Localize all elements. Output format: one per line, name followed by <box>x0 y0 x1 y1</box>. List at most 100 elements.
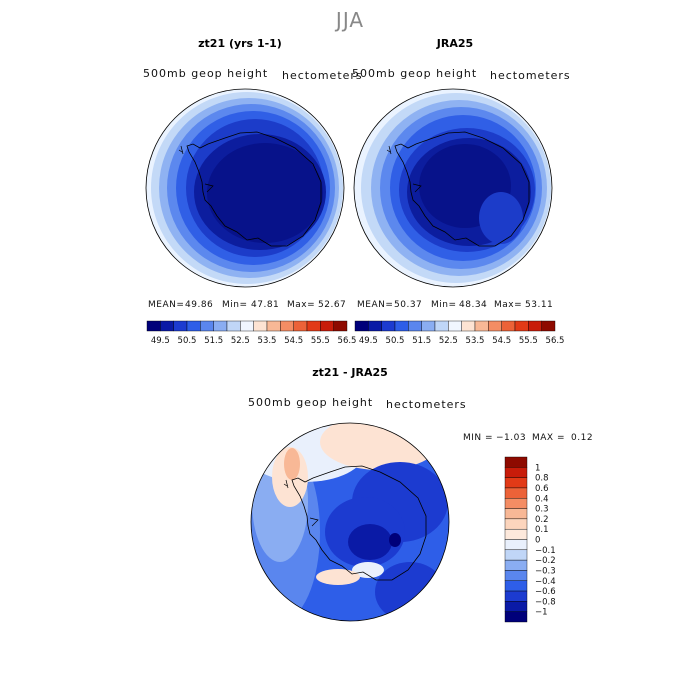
diff-min-label: MIN = <box>463 433 494 443</box>
obs-mean-label: MEAN= <box>357 300 394 310</box>
model-colorbar-swatch <box>253 320 268 332</box>
model-colorbar-swatch <box>186 320 201 332</box>
diff-contour-band <box>320 423 440 470</box>
diff-colorbar-tick: −0.2 <box>535 556 556 566</box>
obs-colorbar-swatch <box>488 320 502 332</box>
obs-colorbar-swatch <box>514 320 529 332</box>
obs-antarctica-coastline <box>394 131 530 247</box>
model-colorbar-swatch <box>333 320 348 332</box>
model-colorbar-swatch <box>173 320 188 332</box>
diff-contour-band <box>348 524 392 560</box>
diff-contour-band <box>352 562 384 578</box>
obs-colorbar-tick: 49.5 <box>359 336 378 346</box>
model-colorbar-swatch <box>160 320 174 332</box>
model-colorbar-tick: 55.5 <box>311 336 330 346</box>
diff-colorbar-swatch <box>504 539 528 551</box>
obs-colorbar-tick: 50.5 <box>386 336 405 346</box>
obs-units-label: hectometers <box>490 69 571 82</box>
obs-mean-value: 50.37 <box>394 300 423 310</box>
diff-colorbar-swatch <box>504 611 528 623</box>
model-colorbar-swatch <box>266 320 281 332</box>
model-field-label: 500mb geop height <box>143 67 269 80</box>
model-colorbar-tick: 51.5 <box>204 336 223 346</box>
diff-colorbar-swatch <box>504 498 528 509</box>
obs-colorbar-swatch <box>354 320 369 332</box>
obs-max-value: 53.11 <box>525 300 554 310</box>
obs-map-border <box>353 88 553 288</box>
diff-colorbar: 10.80.60.40.30.20.10−0.1−0.2−0.3−0.4−0.6… <box>504 456 556 623</box>
obs-colorbar-tick: 56.5 <box>546 336 565 346</box>
diff-colorbar-tick: 0.2 <box>535 515 549 525</box>
obs-field-label: 500mb geop height <box>352 67 478 80</box>
model-colorbar-swatch <box>240 320 254 332</box>
obs-colorbar-swatch <box>461 320 476 332</box>
diff-colorbar-tick: −0.8 <box>535 597 556 607</box>
obs-colorbar-swatch <box>394 320 409 332</box>
obs-colorbar-swatch <box>528 320 542 332</box>
obs-colorbar-swatch <box>421 320 436 332</box>
diff-colorbar-swatch <box>504 601 528 612</box>
diff-colorbar-swatch <box>504 456 528 468</box>
diff-colorbar-tick: −0.1 <box>535 546 556 556</box>
diff-min-value: −1.03 <box>496 433 527 443</box>
obs-min-label: Min= <box>431 300 457 310</box>
obs-max-label: Max= <box>494 300 523 310</box>
model-coastline-detail <box>178 145 214 193</box>
model-colorbar-swatch <box>306 320 321 332</box>
obs-colorbar-tick: 55.5 <box>519 336 538 346</box>
diff-field-label: 500mb geop height <box>248 396 374 409</box>
diff-colorbar-tick: −1 <box>535 608 548 618</box>
model-colorbar: 49.5 50.5 51.5 52.5 53.5 54.5 55.5 56.5 <box>146 320 356 346</box>
obs-min-value: 48.34 <box>459 300 488 310</box>
diff-max-label: MAX = <box>532 433 565 443</box>
model-units-label: hectometers <box>282 69 363 82</box>
diff-colorbar-swatch <box>504 487 528 499</box>
diff-colorbar-tick: −0.6 <box>535 587 556 597</box>
diff-contour-band <box>389 533 401 547</box>
model-colorbar-swatch <box>146 320 161 332</box>
model-colorbar-swatch <box>280 320 294 332</box>
obs-colorbar-swatch <box>368 320 382 332</box>
diff-colorbar-swatch <box>504 549 528 561</box>
diff-polar-map <box>250 422 450 622</box>
figure-title: JJA <box>335 8 365 32</box>
diff-colorbar-tick: −0.4 <box>535 577 556 587</box>
model-colorbar-swatch <box>226 320 241 332</box>
model-panel-title: zt21 (yrs 1-1) <box>198 37 282 50</box>
diff-colorbar-swatch <box>504 477 528 489</box>
diff-contour-band <box>375 562 445 621</box>
model-mean-label: MEAN= <box>148 300 185 310</box>
model-colorbar-swatch <box>293 320 308 332</box>
diff-colorbar-tick: 0.1 <box>535 525 549 535</box>
model-max-label: Max= <box>287 300 316 310</box>
diff-colorbar-tick: 0.3 <box>535 505 549 515</box>
diff-colorbar-tick: −0.3 <box>535 566 556 576</box>
diff-colorbar-tick: 0.4 <box>535 494 549 504</box>
model-colorbar-tick: 49.5 <box>151 336 170 346</box>
obs-polar-map <box>353 88 553 288</box>
diff-contour-band <box>316 569 360 585</box>
diff-map-border <box>250 422 450 622</box>
diff-colorbar-tick: 1 <box>535 463 540 473</box>
diff-coastline-detail <box>283 479 319 527</box>
model-colorbar-swatch <box>320 320 334 332</box>
obs-colorbar-tick: 54.5 <box>492 336 511 346</box>
obs-colorbar-tick: 52.5 <box>439 336 458 346</box>
obs-colorbar-tick: 51.5 <box>412 336 431 346</box>
diff-max-value: 0.12 <box>571 433 594 443</box>
diff-panel-title: zt21 - JRA25 <box>312 366 388 379</box>
obs-coastline-detail <box>386 145 422 193</box>
obs-colorbar: 49.5 50.5 51.5 52.5 53.5 54.5 55.5 56.5 <box>354 320 564 346</box>
diff-colorbar-tick: 0.8 <box>535 474 549 484</box>
diff-antarctica-coastline <box>291 465 427 581</box>
model-antarctica-coastline <box>186 131 322 247</box>
diff-colorbar-swatch <box>504 518 528 530</box>
obs-colorbar-swatch <box>408 320 422 332</box>
obs-colorbar-swatch <box>381 320 396 332</box>
model-colorbar-tick: 54.5 <box>284 336 303 346</box>
diff-colorbar-swatch <box>504 580 528 592</box>
diff-colorbar-tick: 0.6 <box>535 484 549 494</box>
model-mean-value: 49.86 <box>185 300 214 310</box>
obs-colorbar-tick: 53.5 <box>466 336 485 346</box>
diff-colorbar-swatch <box>504 528 528 540</box>
